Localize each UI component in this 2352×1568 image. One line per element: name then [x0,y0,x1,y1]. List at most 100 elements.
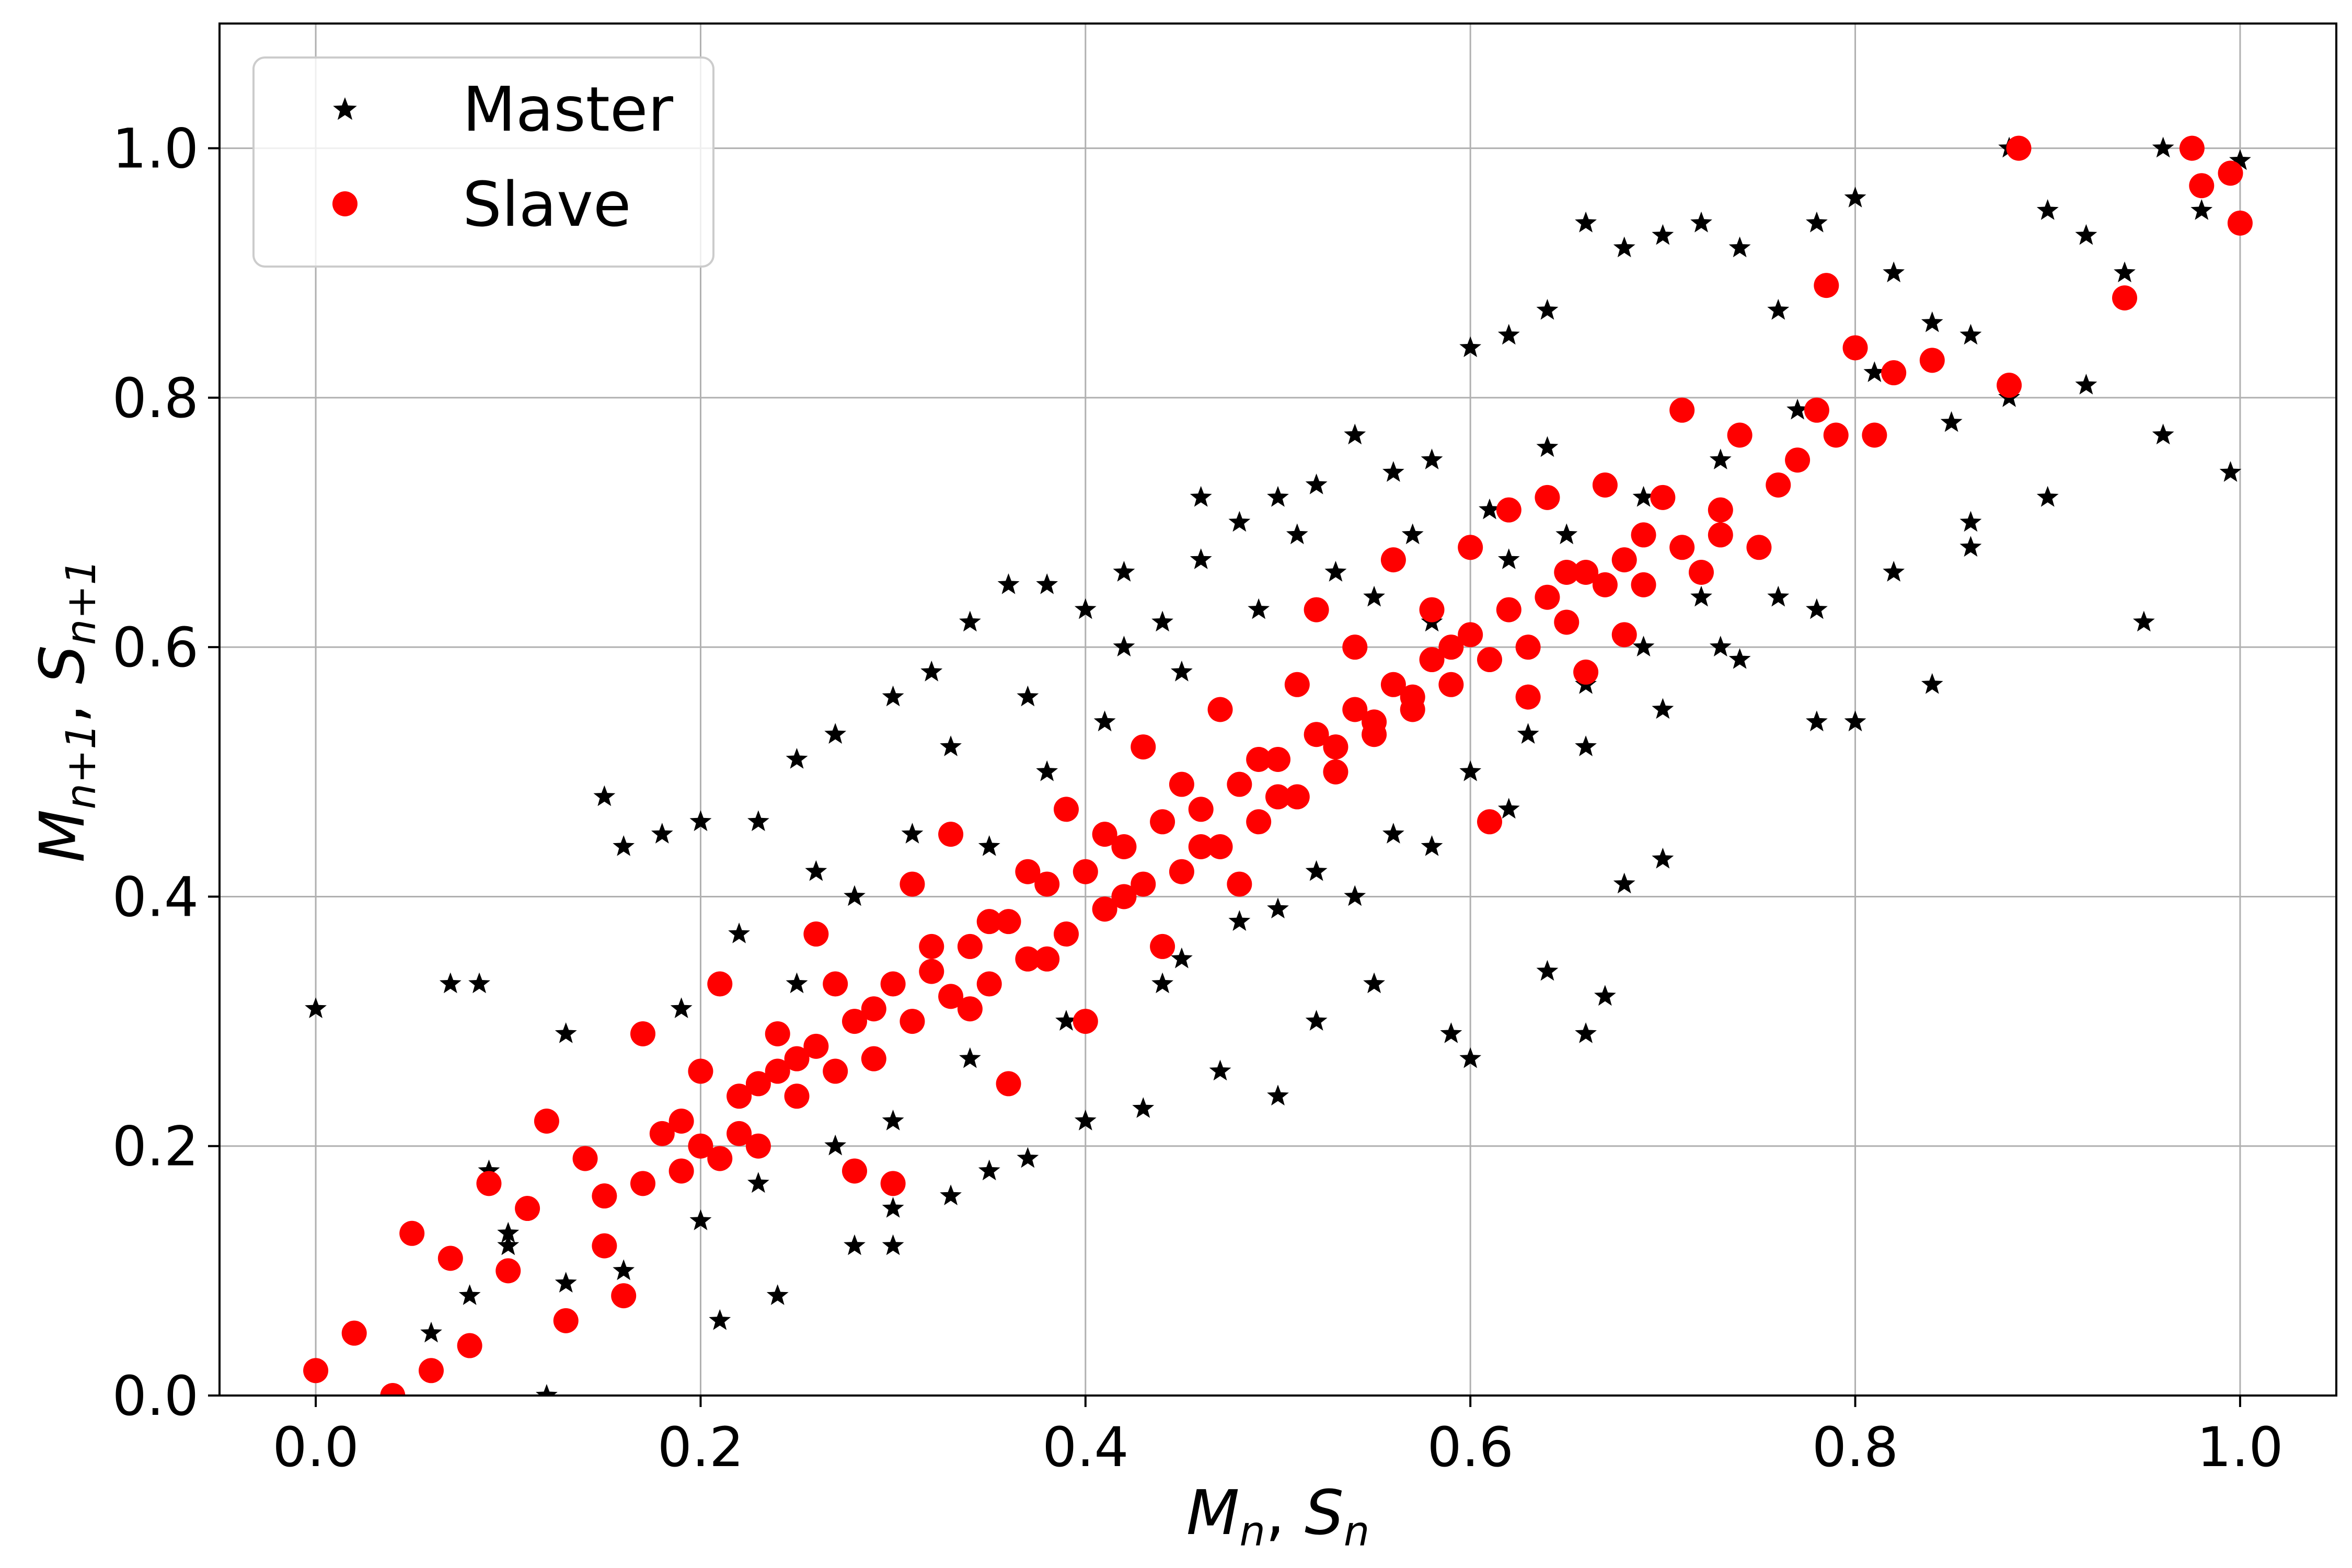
slave-point [1188,834,1214,859]
master-point [1132,1097,1155,1118]
master-point [593,785,616,806]
master-point [1036,760,1058,781]
slave-point [649,1121,675,1146]
slave-point [1169,859,1194,884]
x-axis-label: Mn, Sn [1186,1477,1370,1555]
y-tick-label: 0.6 [112,616,199,679]
master-point [1017,1147,1039,1168]
master-point [478,1159,500,1181]
slave-point [727,1083,752,1109]
master-point [1536,960,1559,981]
slave-point [1419,647,1445,673]
legend-box [252,56,714,268]
master-point [1844,187,1866,207]
master-point [1863,361,1886,382]
slave-point [1284,672,1310,697]
slave-point [1015,946,1041,972]
master-point [1767,585,1790,607]
master-point [824,723,847,744]
slave-point [842,1009,867,1034]
slave-point [1131,871,1156,897]
master-point [1248,598,1270,619]
slave-point [745,1133,771,1159]
slave-point [1304,722,1329,747]
master-point [1459,760,1482,781]
slave-point [1150,809,1175,835]
y-axis-label-sub2: n+1 [58,559,105,645]
slave-point [1535,485,1560,510]
slave-point [1342,635,1368,660]
slave-point [1380,547,1406,573]
slave-point [1092,822,1117,847]
slave-point [2112,285,2137,310]
master-point [613,1259,635,1281]
master-point [1921,311,1943,332]
slave-point [688,1133,713,1159]
master-point [709,1309,731,1330]
master-point [1363,585,1385,607]
x-axis-label-sep: , [1265,1477,1305,1549]
slave-point [1227,871,1252,897]
slave-point [2189,173,2215,199]
master-point [1305,474,1328,494]
x-tick-label: 0.2 [658,1415,744,1479]
slave-point [419,1358,444,1383]
slave-point [592,1183,617,1209]
slave-point [1669,535,1695,560]
master-point [1382,823,1404,844]
master-point [1421,835,1443,856]
master-point [882,1234,904,1255]
master-point [1632,486,1655,507]
slave-point [1766,472,1791,498]
slave-point [784,1083,810,1109]
slave-point [2227,210,2253,236]
y-tick-label: 0.0 [112,1364,199,1428]
master-point [1305,1010,1328,1031]
master-point [1479,498,1501,520]
slave-point [803,1033,829,1059]
master-point [497,1221,520,1243]
master-point [689,1209,712,1230]
slave-point [1400,684,1425,710]
slave-point [1611,622,1637,648]
master-point [1594,985,1616,1006]
master-point [824,1134,847,1156]
slave-point [1515,635,1541,660]
slave-point [303,1358,329,1383]
slave-point [1515,684,1541,710]
x-tick-label: 0.6 [1427,1415,1513,1479]
slave-point [996,909,1021,935]
slave-point [765,1058,790,1084]
master-point [1017,685,1039,707]
slave-point [1304,597,1329,622]
slave-point [1207,834,1233,859]
slave-point [707,1146,733,1171]
master-point [1171,660,1193,682]
master-point [1497,798,1520,819]
slave-point [1554,609,1579,635]
slave-point [1207,697,1233,722]
master-point [651,823,673,844]
slave-point [919,959,944,984]
slave-point [1419,597,1445,622]
y-axis-label-sep: , [26,684,98,723]
master-point [1555,523,1578,545]
slave-point [1131,734,1156,760]
slave-point [1804,397,1829,423]
master-point [1421,448,1443,469]
master-point [1575,735,1597,756]
slave-point [1881,360,1907,386]
master-point [882,1197,904,1218]
master-point [1363,972,1385,994]
x-axis-label-sub: n [1240,1508,1265,1555]
slave-point [938,984,964,1009]
master-point [1844,710,1866,732]
master-point [1959,324,1982,345]
master-point [1401,523,1424,545]
slave-point [803,921,829,947]
grid-lines [220,24,2336,1397]
slave-point [1323,759,1348,785]
master-point [1652,698,1674,719]
master-point [1613,872,1635,894]
slave-point [1650,485,1676,510]
